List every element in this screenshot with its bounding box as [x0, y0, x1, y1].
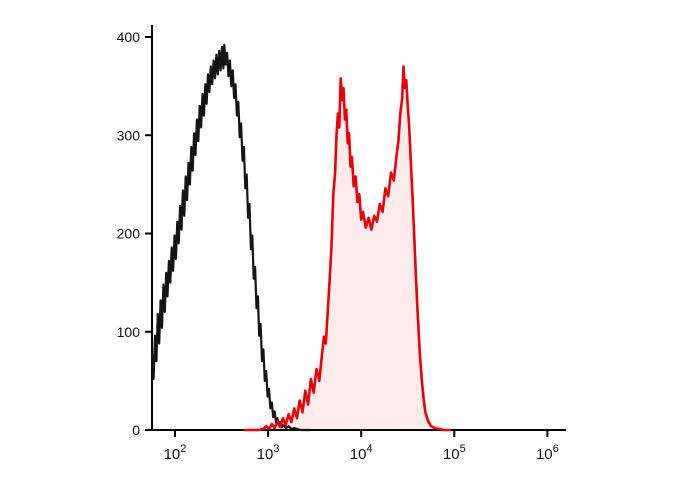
y-tick-label: 400 — [117, 29, 141, 45]
red-filled-histogram-line — [243, 65, 451, 432]
x-tick-label: 103 — [257, 443, 280, 463]
x-tick-label: 104 — [350, 443, 373, 463]
x-tick-label: 106 — [536, 443, 559, 463]
x-tick-label: 102 — [164, 443, 187, 463]
y-tick-label: 0 — [132, 422, 140, 438]
y-tick-label: 100 — [117, 324, 141, 340]
x-tick-label: 105 — [443, 443, 466, 463]
y-tick-label: 200 — [117, 226, 141, 242]
red-filled-histogram-fill — [244, 66, 450, 430]
y-tick-label: 300 — [117, 127, 141, 143]
black-outline-histogram-line — [150, 43, 312, 432]
